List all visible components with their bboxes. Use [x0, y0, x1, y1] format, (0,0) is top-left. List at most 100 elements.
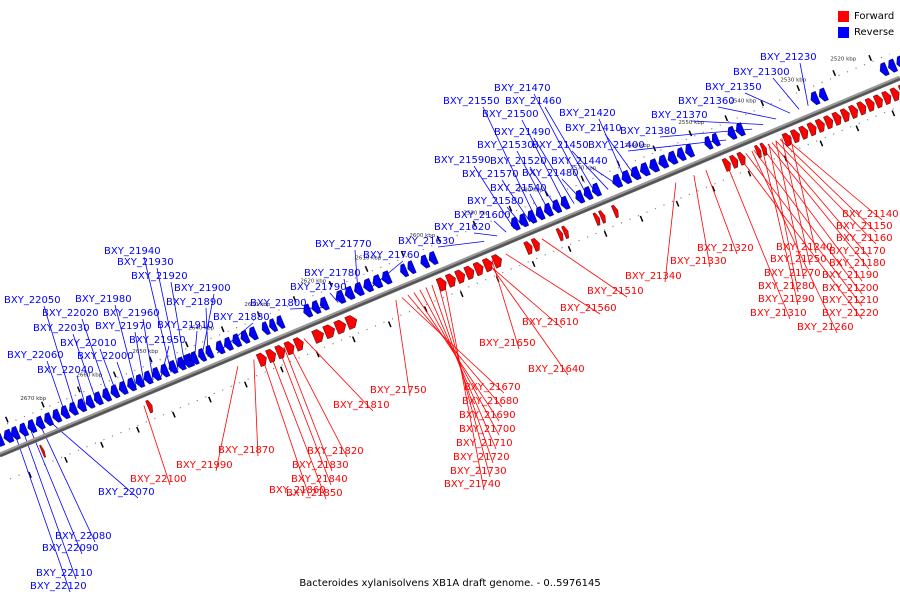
forward-gene	[814, 118, 825, 133]
forward-gene-label: BXY_21220	[822, 308, 879, 319]
forward-gene-label: BXY_21270	[764, 268, 821, 279]
reverse-gene-label: BXY_21540	[490, 183, 547, 194]
reverse-swatch	[838, 26, 849, 38]
forward-gene-label: BXY_21810	[333, 400, 390, 411]
reverse-gene	[3, 428, 15, 443]
forward-gene-label-connector	[761, 146, 799, 306]
reverse-gene	[592, 182, 602, 197]
reverse-gene	[407, 260, 417, 275]
reverse-gene	[205, 344, 215, 359]
reverse-gene	[630, 165, 642, 181]
lower-guide-mark	[819, 140, 824, 147]
reverse-gene-label-connector	[143, 256, 172, 373]
forward-gene-label: BXY_21260	[797, 322, 854, 333]
reverse-gene	[168, 359, 179, 374]
lower-guide-mark	[747, 170, 752, 177]
forward-gene-label-connector	[705, 170, 738, 255]
reverse-gene	[248, 326, 259, 341]
reverse-gene-label: BXY_21950	[129, 335, 186, 346]
reverse-gene-label-connector	[744, 92, 791, 114]
reverse-gene-label: BXY_21460	[505, 96, 562, 107]
reverse-gene	[232, 333, 243, 348]
reverse-gene-label-connector	[493, 220, 507, 233]
forward-gene	[759, 142, 768, 157]
lower-guide-mark	[244, 381, 248, 388]
reverse-gene	[335, 289, 347, 304]
reverse-gene-label-connector	[501, 179, 531, 223]
reverse-gene-label: BXY_21380	[620, 126, 677, 137]
forward-gene	[491, 254, 502, 269]
reverse-gene	[60, 405, 71, 420]
forward-gene-label-connector	[781, 138, 811, 266]
forward-gene-label: BXY_21310	[750, 308, 807, 319]
reverse-gene-label: BXY_22090	[42, 543, 99, 554]
forward-gene-label-connector	[253, 359, 259, 457]
forward-gene-label: BXY_21710	[456, 438, 513, 449]
forward-gene	[311, 329, 324, 344]
forward-gene-label: BXY_21250	[770, 254, 827, 265]
reverse-gene-label-connector	[533, 137, 575, 204]
reverse-gene	[727, 125, 738, 140]
forward-gene	[610, 204, 619, 219]
scale-tick-label: 2590 kbp	[463, 210, 489, 216]
lower-guide-mark	[351, 336, 356, 343]
forward-gene-label: BXY_21730	[450, 466, 507, 477]
reverse-gene-label: BXY_22120	[30, 581, 87, 592]
forward-gene	[561, 225, 569, 240]
forward-gene-label: BXY_21190	[822, 270, 879, 281]
reverse-gene-label: BXY_22000	[77, 351, 134, 362]
reverse-gene-label: BXY_21360	[678, 96, 735, 107]
forward-gene	[322, 324, 335, 340]
reverse-gene-label-connector	[170, 281, 186, 367]
reverse-gene	[879, 62, 890, 77]
forward-gene	[454, 269, 466, 284]
reverse-gene-label-connector	[717, 106, 777, 120]
reverse-gene-label: BXY_21400	[588, 140, 645, 151]
reverse-gene-label: BXY_21570	[462, 169, 519, 180]
reverse-gene-label: BXY_21500	[482, 109, 539, 120]
forward-gene-label-connector	[437, 282, 491, 478]
reverse-gene-label-connector	[72, 333, 98, 404]
forward-gene	[889, 87, 900, 102]
forward-gene	[39, 444, 46, 458]
upper-guide-mark	[328, 280, 333, 288]
forward-gene-label-connector	[215, 366, 239, 472]
forward-gene-label: BXY_21860	[269, 485, 326, 496]
forward-gene-label-connector	[487, 261, 569, 376]
reverse-gene	[0, 432, 6, 447]
lower-guide-mark	[28, 471, 32, 479]
reverse-gene	[372, 274, 384, 289]
reverse-gene-label: BXY_21300	[733, 67, 790, 78]
reverse-gene-label: BXY_21970	[95, 321, 152, 332]
forward-gene-label: BXY_21680	[462, 396, 519, 407]
forward-gene	[848, 104, 858, 119]
forward-gene-label: BXY_21650	[479, 338, 536, 349]
label-connectors	[15, 62, 883, 593]
forward-gene-label-connector	[775, 140, 805, 280]
forward-gene	[856, 101, 867, 116]
reverse-gene	[127, 377, 138, 392]
reverse-gene	[552, 199, 563, 214]
forward-gene-label: BXY_21850	[286, 488, 343, 499]
reverse-gene	[519, 213, 530, 228]
upper-guide-mark	[436, 235, 441, 242]
reverse-gene	[344, 285, 356, 301]
forward-gene-label-connector	[288, 344, 348, 458]
genome-backbone	[0, 75, 900, 458]
upper-guide-mark	[364, 265, 369, 272]
reverse-gene-label-connector	[156, 267, 179, 370]
reverse-gene-label: BXY_21620	[434, 222, 491, 233]
forward-gene-label-connector	[283, 346, 333, 472]
forward-gene-label: BXY_21820	[307, 446, 364, 457]
forward-gene	[555, 227, 564, 242]
forward-gene	[592, 212, 601, 226]
forward-gene	[598, 210, 606, 224]
reverse-gene-label: BXY_22030	[33, 323, 90, 334]
reverse-gene	[224, 336, 234, 351]
upper-guide-mark	[760, 100, 765, 107]
reverse-gene-label-connector	[43, 305, 77, 413]
reverse-gene-label-connector	[533, 93, 589, 198]
reverse-gene-label: BXY_22080	[55, 531, 112, 542]
reverse-gene-label-connector	[690, 120, 764, 125]
scale-tick-label: 2600 kbp	[409, 233, 435, 239]
